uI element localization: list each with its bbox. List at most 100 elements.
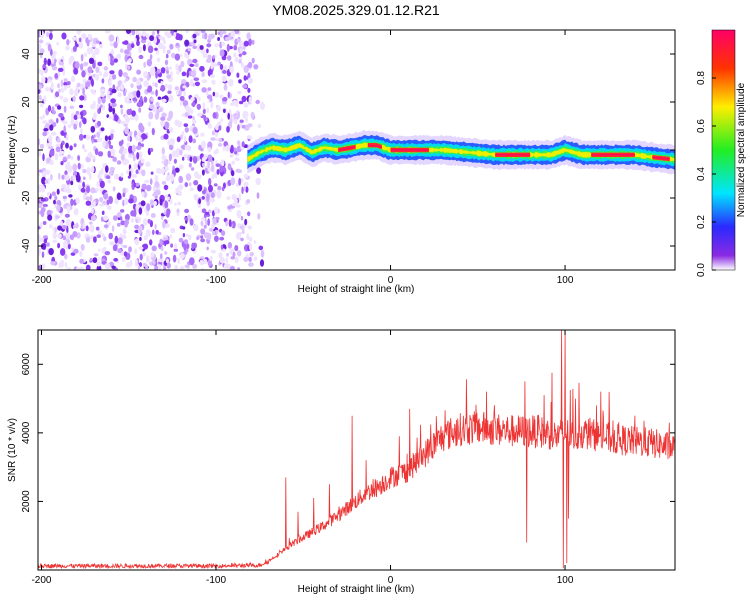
noise-blob xyxy=(108,55,111,62)
noise-blob xyxy=(75,110,80,115)
noise-blob xyxy=(49,32,53,40)
noise-blob xyxy=(164,200,169,209)
noise-blob xyxy=(161,98,167,103)
noise-blob xyxy=(141,133,147,140)
noise-blob xyxy=(176,120,183,128)
noise-blob xyxy=(178,237,184,243)
noise-blob xyxy=(202,162,205,167)
noise-blob xyxy=(237,111,241,119)
noise-blob xyxy=(97,120,101,127)
noise-blob xyxy=(226,196,231,200)
noise-blob xyxy=(111,102,117,108)
noise-blob xyxy=(124,213,130,221)
noise-blob xyxy=(83,61,89,67)
noise-blob xyxy=(217,143,223,147)
noise-blob xyxy=(201,33,205,40)
noise-blob xyxy=(166,74,172,79)
noise-blob xyxy=(184,144,190,151)
noise-blob xyxy=(169,66,173,70)
noise-blob xyxy=(260,249,265,258)
noise-blob xyxy=(121,139,124,145)
noise-blob xyxy=(123,147,127,155)
noise-blob xyxy=(245,116,248,123)
noise-blob xyxy=(134,238,140,246)
noise-blob xyxy=(79,95,85,101)
noise-blob xyxy=(93,253,99,257)
noise-blob xyxy=(150,213,156,218)
noise-blob xyxy=(163,266,167,270)
noise-blob xyxy=(111,265,116,269)
noise-blob xyxy=(72,224,77,229)
noise-blob xyxy=(59,150,65,155)
noise-blob xyxy=(91,137,94,144)
noise-blob xyxy=(206,48,209,54)
noise-blob xyxy=(60,259,65,268)
noise-blob xyxy=(182,156,185,161)
noise-blob xyxy=(196,236,200,241)
x-tick-label: 0 xyxy=(388,275,394,286)
noise-blob xyxy=(232,251,236,257)
noise-blob xyxy=(68,165,73,173)
noise-blob xyxy=(141,191,145,198)
noise-blob xyxy=(77,114,81,119)
noise-blob xyxy=(202,108,206,115)
noise-blob xyxy=(223,108,226,113)
noise-blob xyxy=(227,91,230,99)
noise-blob xyxy=(98,170,103,175)
noise-blob xyxy=(96,181,100,188)
noise-blob xyxy=(138,246,144,251)
noise-blob xyxy=(207,154,213,162)
noise-blob xyxy=(142,44,146,52)
noise-blob xyxy=(78,133,84,141)
noise-blob xyxy=(43,128,49,132)
noise-blob xyxy=(175,187,179,194)
noise-blob xyxy=(67,154,71,159)
noise-blob xyxy=(192,101,196,108)
noise-blob xyxy=(146,88,153,93)
noise-blob xyxy=(192,264,198,269)
noise-blob xyxy=(200,238,206,243)
noise-blob xyxy=(184,182,189,188)
noise-blob xyxy=(99,203,105,207)
noise-blob xyxy=(51,106,55,114)
noise-blob xyxy=(167,139,171,146)
noise-blob xyxy=(163,159,169,168)
noise-blob xyxy=(116,160,122,165)
noise-blob xyxy=(192,33,197,39)
noise-blob xyxy=(176,212,180,216)
noise-blob xyxy=(179,134,183,140)
noise-blob xyxy=(237,267,240,270)
noise-blob xyxy=(104,135,108,142)
noise-blob xyxy=(135,30,139,36)
noise-blob xyxy=(97,151,104,157)
noise-blob xyxy=(154,264,159,270)
noise-blob xyxy=(253,256,258,262)
noise-blob xyxy=(152,260,156,266)
noise-blob xyxy=(189,63,195,67)
noise-blob xyxy=(143,191,148,198)
noise-blob xyxy=(169,198,173,205)
noise-blob xyxy=(47,214,53,221)
noise-blob xyxy=(211,160,214,166)
noise-blob xyxy=(90,187,96,194)
noise-blob xyxy=(46,247,50,256)
noise-blob xyxy=(214,132,219,138)
noise-blob xyxy=(97,108,101,114)
noise-blob xyxy=(57,242,61,249)
noise-blob xyxy=(216,105,221,112)
spectrogram-y-label: Frequency (Hz) xyxy=(7,116,18,185)
noise-blob xyxy=(234,256,239,263)
noise-blob xyxy=(121,256,126,262)
noise-blob xyxy=(39,48,45,55)
noise-blob xyxy=(237,250,242,257)
noise-blob xyxy=(207,122,212,127)
noise-blob xyxy=(82,193,86,201)
noise-blob xyxy=(158,36,164,40)
noise-blob xyxy=(134,224,140,230)
noise-blob xyxy=(96,234,101,238)
noise-blob xyxy=(154,223,157,230)
noise-blob xyxy=(100,127,105,132)
noise-blob xyxy=(47,58,51,66)
noise-blob xyxy=(49,30,53,33)
noise-blob xyxy=(92,201,96,207)
